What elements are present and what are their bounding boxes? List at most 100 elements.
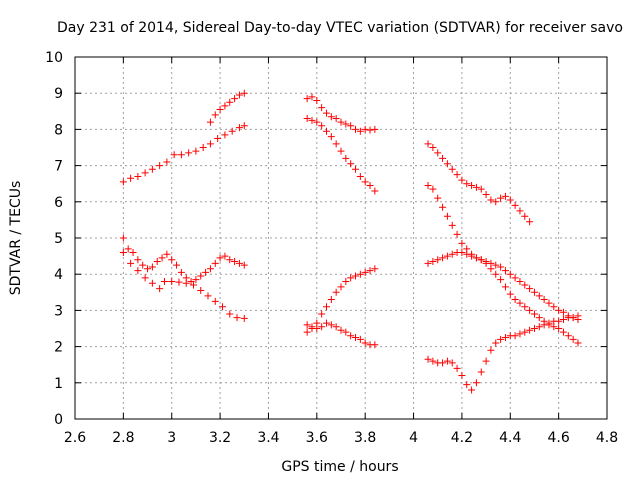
data-point	[448, 165, 456, 173]
data-point	[569, 335, 577, 343]
data-point	[545, 299, 553, 307]
data-points	[119, 89, 582, 394]
data-point	[443, 357, 451, 365]
data-point	[139, 261, 147, 269]
data-point	[313, 118, 321, 126]
data-point	[177, 268, 185, 276]
x-tick-label: 2.8	[112, 430, 134, 446]
data-point	[356, 270, 364, 278]
data-point	[173, 261, 181, 269]
data-point	[361, 178, 369, 186]
data-point	[511, 296, 519, 304]
data-point	[555, 317, 563, 325]
y-tick-label: 7	[54, 159, 63, 175]
data-point	[170, 151, 178, 159]
data-point	[318, 122, 326, 130]
data-point	[221, 252, 229, 260]
data-point	[530, 310, 538, 318]
data-point	[175, 278, 183, 286]
data-point	[555, 325, 563, 332]
data-point	[501, 192, 509, 200]
data-point	[497, 194, 505, 202]
data-point	[303, 95, 311, 103]
data-point	[216, 105, 224, 113]
data-point	[482, 357, 490, 365]
data-point	[453, 364, 461, 372]
x-axis-label: GPS time / hours	[281, 459, 398, 475]
data-point	[160, 277, 168, 285]
data-point	[318, 104, 326, 112]
data-point	[458, 372, 466, 380]
data-point	[574, 339, 582, 347]
data-point	[303, 321, 311, 329]
data-point	[550, 303, 558, 311]
y-tick-label: 2	[54, 340, 63, 356]
data-point	[158, 254, 166, 262]
y-tick-label: 5	[54, 231, 63, 247]
data-point	[559, 308, 567, 316]
data-point	[148, 263, 156, 271]
data-point	[318, 310, 326, 318]
data-point	[448, 359, 456, 367]
data-point	[240, 314, 248, 322]
data-point	[424, 140, 432, 148]
data-point	[356, 127, 364, 135]
data-point	[342, 120, 350, 128]
data-point	[516, 207, 524, 215]
data-point	[497, 335, 505, 343]
data-point	[187, 277, 195, 285]
x-tick-label: 3.8	[354, 430, 376, 446]
data-point	[501, 267, 509, 275]
data-point	[356, 172, 364, 180]
series-s9	[424, 140, 534, 226]
series-s7	[303, 265, 379, 336]
data-point	[141, 169, 149, 177]
data-point	[492, 198, 500, 206]
x-tick-label: 2.6	[64, 430, 86, 446]
data-point	[226, 98, 234, 106]
data-point	[526, 285, 534, 293]
data-point	[492, 270, 500, 278]
data-point	[559, 328, 567, 336]
data-point	[119, 248, 127, 256]
data-point	[327, 133, 335, 141]
data-point	[371, 187, 379, 195]
data-point	[463, 180, 471, 188]
data-point	[361, 268, 369, 276]
data-point	[352, 272, 360, 280]
data-point	[141, 274, 149, 282]
data-point	[526, 326, 534, 334]
data-point	[168, 256, 176, 264]
chart-title: Day 231 of 2014, Sidereal Day-to-day VTE…	[57, 20, 623, 36]
data-point	[318, 323, 326, 331]
x-tick-label: 3.2	[209, 430, 231, 446]
data-point	[192, 147, 200, 155]
data-point	[219, 303, 227, 311]
data-point	[569, 314, 577, 322]
data-point	[322, 109, 330, 117]
x-tick-label: 4.4	[499, 430, 521, 446]
data-point	[497, 263, 505, 271]
y-tick-labels: 0 1 2 3 4 5 6 7 8 9 10	[45, 50, 63, 428]
data-point	[468, 182, 476, 190]
data-point	[313, 96, 321, 104]
data-point	[342, 328, 350, 336]
data-point	[511, 332, 519, 340]
data-point	[439, 254, 447, 262]
data-point	[240, 261, 248, 269]
data-point	[501, 334, 509, 342]
y-tick-label: 3	[54, 303, 63, 319]
data-point	[177, 151, 185, 159]
data-point	[501, 283, 509, 291]
data-point	[429, 144, 437, 151]
data-point	[371, 265, 379, 273]
data-point	[429, 185, 437, 193]
data-point	[458, 248, 466, 256]
data-point	[540, 321, 548, 329]
data-point	[347, 274, 355, 282]
x-tick-label: 4	[409, 430, 418, 446]
data-point	[540, 296, 548, 304]
data-point	[434, 149, 442, 157]
data-point	[506, 270, 514, 278]
data-point	[521, 281, 529, 289]
